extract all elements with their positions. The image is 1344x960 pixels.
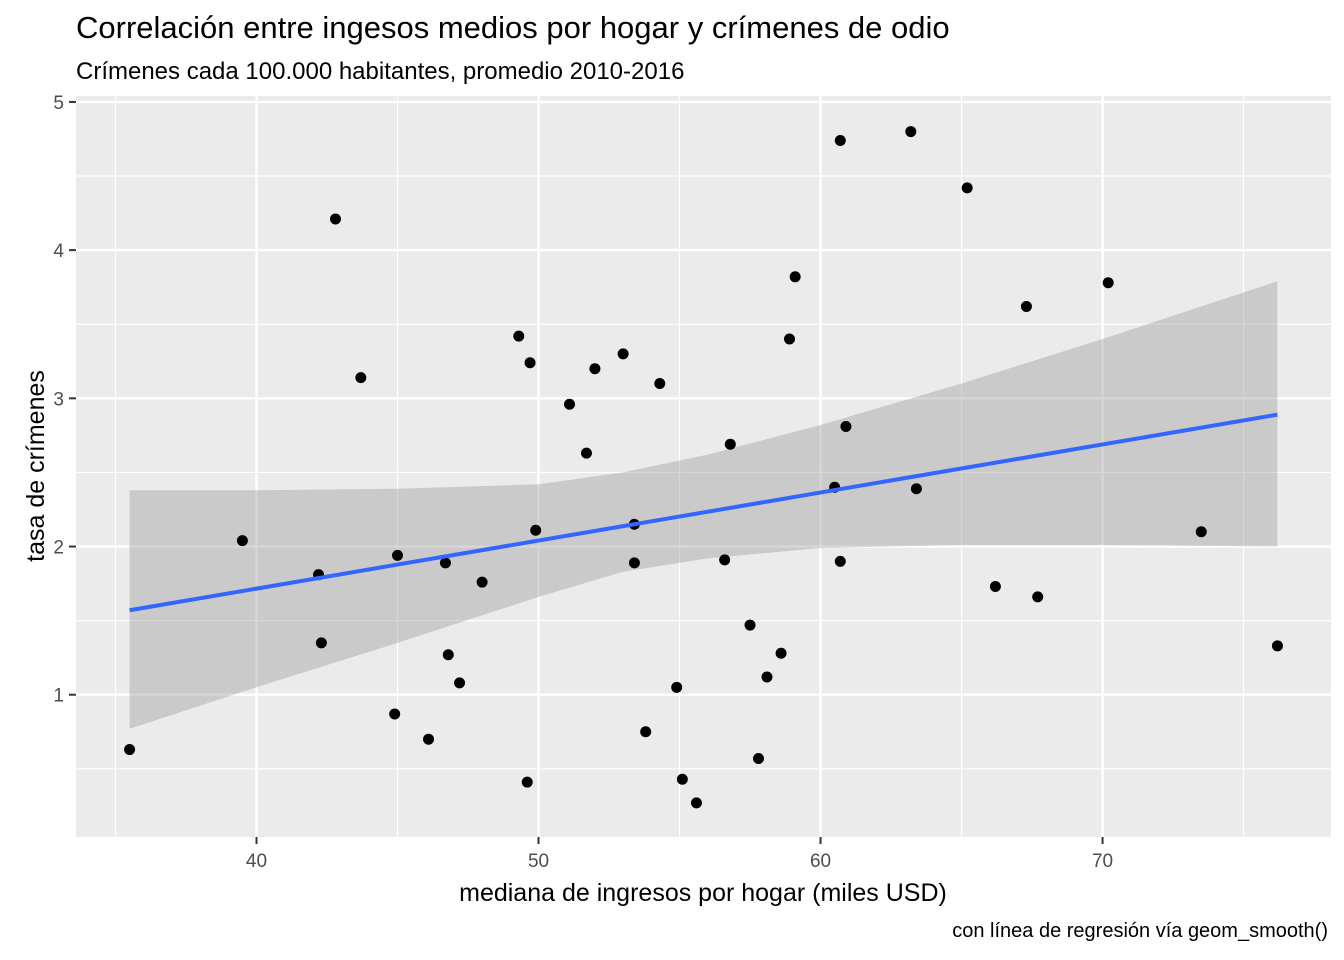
data-point <box>392 549 404 561</box>
x-tick-label: 50 <box>528 851 549 872</box>
data-point <box>628 557 640 569</box>
regression-line-layer <box>129 412 1278 613</box>
data-point <box>834 555 846 567</box>
tick-labels: 40 50 60 70 1 2 3 4 5 <box>53 93 1113 872</box>
data-point <box>329 213 341 225</box>
y-tick-label: 2 <box>53 538 64 559</box>
data-point <box>524 357 536 369</box>
plot-panel <box>76 96 1331 837</box>
chart-subtitle: Crímenes cada 100.000 habitantes, promed… <box>76 58 685 85</box>
data-point <box>513 330 525 342</box>
data-point <box>315 637 327 649</box>
data-point <box>724 438 736 450</box>
data-point <box>476 576 488 588</box>
data-point <box>1195 526 1207 538</box>
x-axis-title: mediana de ingresos por hogar (miles USD… <box>459 879 947 907</box>
data-point <box>761 671 773 683</box>
major-gridlines <box>76 96 1331 837</box>
data-point <box>690 797 702 809</box>
y-tick-label: 4 <box>53 241 64 262</box>
y-tick-label: 5 <box>53 93 64 114</box>
data-point <box>1271 640 1283 652</box>
data-point <box>124 744 136 756</box>
data-point <box>834 134 846 146</box>
data-point <box>905 126 917 138</box>
data-point <box>236 535 248 547</box>
data-point <box>1032 591 1044 603</box>
data-point <box>910 483 922 495</box>
data-point <box>423 733 435 745</box>
data-point <box>671 681 683 693</box>
points-layer <box>124 126 1283 809</box>
data-point <box>744 619 756 631</box>
data-point <box>1102 277 1114 289</box>
data-point <box>676 773 688 785</box>
data-point <box>617 348 629 360</box>
data-point <box>961 182 973 194</box>
data-point <box>442 649 454 661</box>
axis-ticks <box>69 100 1104 844</box>
data-point <box>840 420 852 432</box>
data-point <box>775 647 787 659</box>
confidence-band-layer <box>129 281 1278 729</box>
data-point <box>580 447 592 459</box>
data-point <box>784 333 796 345</box>
data-point <box>530 524 542 536</box>
y-tick-label: 3 <box>53 389 64 410</box>
data-point <box>654 378 666 390</box>
data-point <box>1020 300 1032 312</box>
data-point <box>789 271 801 283</box>
y-axis-title: tasa de crímenes <box>22 370 50 562</box>
data-point <box>355 372 367 384</box>
data-point <box>752 752 764 764</box>
data-point <box>640 726 652 738</box>
x-tick-label: 60 <box>810 851 831 872</box>
data-point <box>589 363 601 375</box>
x-tick-label: 40 <box>246 851 267 872</box>
data-point <box>389 708 401 720</box>
x-tick-label: 70 <box>1092 851 1113 872</box>
data-point <box>521 776 533 788</box>
data-point <box>989 581 1001 593</box>
data-point <box>719 554 731 566</box>
chart-caption: con línea de regresión vía geom_smooth() <box>952 920 1328 942</box>
chart-title: Correlación entre ingesos medios por hog… <box>76 10 950 45</box>
data-point <box>454 677 466 689</box>
data-point <box>439 557 451 569</box>
regression-line <box>129 412 1278 613</box>
data-point <box>564 398 576 410</box>
y-tick-label: 1 <box>53 686 64 707</box>
confidence-band <box>129 281 1278 729</box>
